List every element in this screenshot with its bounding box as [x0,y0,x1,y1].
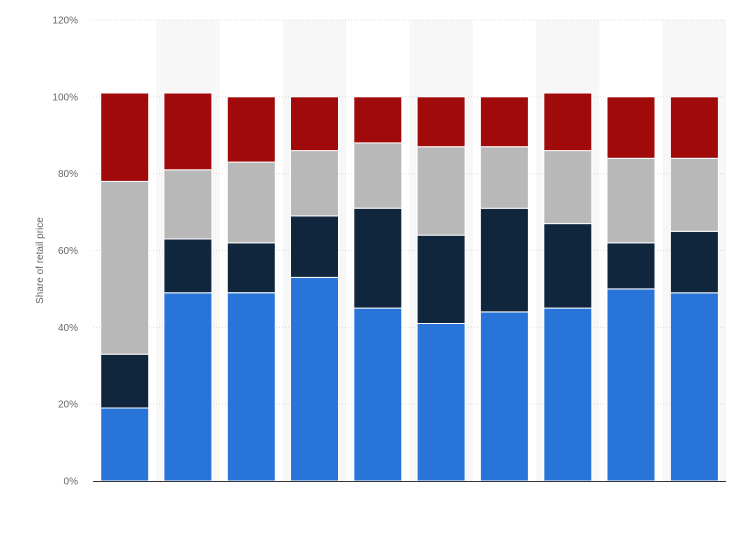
bar-segment-series-4 [100,92,150,182]
bar-segment-series-3 [290,150,339,217]
y-tick-label: 80% [58,169,78,180]
y-tick-label: 0% [64,477,79,488]
y-tick-label: 20% [58,400,78,411]
bar-segment-series-3 [669,157,719,232]
bar-segment-series-4 [226,96,276,163]
bar-segment-series-1 [226,292,276,482]
bar-segment-series-1 [416,323,466,482]
bar-segment-series-2 [226,242,276,294]
bar-segment-series-1 [479,311,529,482]
bar-segment-series-3 [479,146,529,209]
bar-segment-series-2 [669,230,719,294]
bar-segment-series-1 [353,307,403,482]
bars [100,92,719,482]
bar-segment-series-2 [543,223,593,309]
bar-segment-series-4 [163,92,213,171]
y-axis-title: Share of retail price [35,217,46,304]
bar-segment-series-4 [606,96,656,159]
bar-segment-series-4 [353,96,403,144]
bar-segment-series-3 [353,142,403,209]
bar-segment-series-1 [290,276,339,482]
bar-segment-series-3 [226,161,276,244]
bar-segment-series-2 [290,215,339,278]
bar-segment-series-2 [479,207,529,313]
y-tick-label: 120% [52,16,78,27]
bar-segment-series-2 [353,207,403,309]
bar-segment-series-1 [543,307,593,482]
y-axis-tick-labels: 0% 20% 40% 60% 80% 100% 120% [52,16,78,488]
bar-segment-series-3 [543,150,593,225]
bar-segment-series-1 [163,292,213,482]
bar-segment-series-3 [416,146,466,236]
bar-segment-series-4 [669,96,719,159]
bar-segment-series-3 [163,169,213,240]
y-tick-label: 40% [58,323,78,334]
y-tick-label: 60% [58,246,78,257]
bar-segment-series-4 [543,92,593,152]
bar-segment-series-2 [416,234,466,325]
bar-segment-series-2 [100,353,150,409]
bar-segment-series-1 [100,407,150,482]
bar-segment-series-1 [606,288,656,482]
bar-segment-series-3 [100,180,150,355]
bar-segment-series-4 [416,96,466,148]
bar-segment-series-2 [606,242,656,290]
bar-segment-series-3 [606,157,656,244]
y-tick-label: 100% [52,92,78,103]
bar-segment-series-4 [290,96,339,152]
bar-segment-series-4 [479,96,529,148]
bar-segment-series-2 [163,238,213,294]
bar-segment-series-1 [669,292,719,482]
